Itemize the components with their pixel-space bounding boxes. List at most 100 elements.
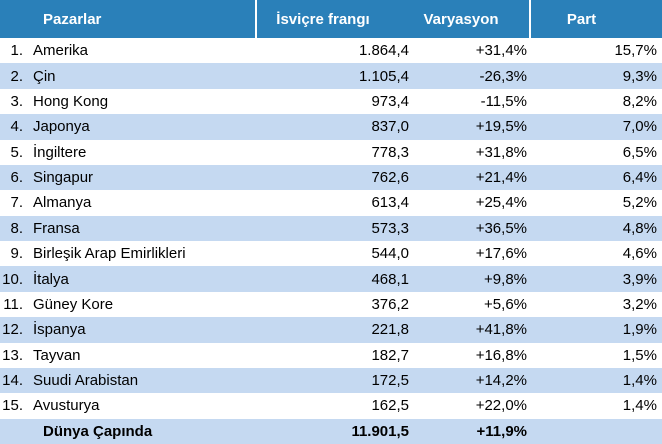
rank-number: 8. xyxy=(10,219,23,237)
rank-number: 14. xyxy=(2,372,23,390)
rank-number: 3. xyxy=(10,92,23,110)
table-row: 6. Singapur 762,6 +21,4% 6,4% xyxy=(0,164,662,191)
chf-value: 221,8 xyxy=(371,321,409,339)
variation-value: -26,3% xyxy=(479,67,527,85)
market-label: Güney Kore xyxy=(33,295,114,313)
share-value: 15,7% xyxy=(614,42,657,60)
table-row: 5. İngiltere 778,3 +31,8% 6,5% xyxy=(0,140,662,165)
share-value: 4,6% xyxy=(622,245,657,263)
market-cell: 6. Singapur xyxy=(0,169,257,186)
column-header-swiss-franc: İsviçre frangı xyxy=(257,0,419,38)
rank-number: 7. xyxy=(10,194,23,212)
market-cell: 14. Suudi Arabistan xyxy=(0,372,257,389)
market-label: Singapur xyxy=(33,169,94,187)
footer-variation-value: +11,9% xyxy=(476,422,527,440)
variation-value: +41,8% xyxy=(475,321,527,339)
share-value: 5,2% xyxy=(622,194,657,212)
chf-value: 1.105,4 xyxy=(358,67,409,85)
table-row: 1. Amerika 1.864,4 +31,4% 15,7% xyxy=(0,38,662,63)
market-cell: 1. Amerika xyxy=(0,42,257,59)
market-label: Japonya xyxy=(33,118,90,136)
share-value: 3,2% xyxy=(622,295,657,313)
chf-value: 544,0 xyxy=(371,245,409,263)
chf-value: 162,5 xyxy=(371,397,409,415)
table-row: 15. Avusturya 162,5 +22,0% 1,4% xyxy=(0,393,662,418)
rank-number: 11. xyxy=(3,295,23,313)
market-cell: 7. Almanya xyxy=(0,194,257,211)
variation-value: +19,5% xyxy=(475,118,527,136)
share-value: 6,4% xyxy=(622,169,657,187)
table-row: 3. Hong Kong 973,4 -11,5% 8,2% xyxy=(0,89,662,114)
share-value: 1,4% xyxy=(622,397,657,415)
market-label: Tayvan xyxy=(33,346,81,364)
market-label: Amerika xyxy=(33,42,89,60)
share-value: 8,2% xyxy=(622,92,657,110)
market-label: Almanya xyxy=(33,194,92,212)
variation-value: +16,8% xyxy=(475,346,527,364)
footer-market-label: Dünya Çapında xyxy=(43,422,153,440)
table-row: 8. Fransa 573,3 +36,5% 4,8% xyxy=(0,215,662,241)
variation-value: +31,4% xyxy=(475,42,527,60)
market-label: Fransa xyxy=(33,219,80,237)
table-row: 10. İtalya 468,1 +9,8% 3,9% xyxy=(0,266,662,292)
variation-value: +21,4% xyxy=(475,169,527,187)
chf-value: 613,4 xyxy=(371,194,409,212)
chf-value: 172,5 xyxy=(371,372,409,390)
market-label: Avusturya xyxy=(33,397,100,415)
market-cell: 3. Hong Kong xyxy=(0,93,257,110)
rank-number: 10. xyxy=(2,270,23,288)
market-cell: 8. Fransa xyxy=(0,220,257,237)
market-label: İngiltere xyxy=(33,143,87,161)
table-row: 12. İspanya 221,8 +41,8% 1,9% xyxy=(0,317,662,343)
rank-number: 2. xyxy=(10,67,23,85)
table-row: 9. Birleşik Arap Emirlikleri 544,0 +17,6% 4,… xyxy=(0,241,662,266)
chf-value: 778,3 xyxy=(371,143,409,161)
market-cell: 13. Tayvan xyxy=(0,347,257,364)
rank-number: 5. xyxy=(10,143,23,161)
market-label: Hong Kong xyxy=(33,92,109,110)
variation-value: +22,0% xyxy=(475,397,527,415)
share-value: 1,9% xyxy=(622,321,657,339)
share-value: 9,3% xyxy=(622,67,657,85)
market-label: İspanya xyxy=(33,321,86,339)
column-header-variation: Varyasyon xyxy=(419,0,531,38)
variation-value: +14,2% xyxy=(475,372,527,390)
chf-value: 573,3 xyxy=(371,219,409,237)
chf-value: 973,4 xyxy=(371,92,409,110)
share-value: 4,8% xyxy=(622,219,657,237)
chf-value: 837,0 xyxy=(371,118,409,136)
column-header-markets: Pazarlar xyxy=(0,0,257,38)
chf-value: 1.864,4 xyxy=(358,42,409,60)
share-value: 1,5% xyxy=(622,346,657,364)
rank-number: 9. xyxy=(10,245,23,263)
variation-value: -11,5% xyxy=(480,92,527,110)
rank-number: 12. xyxy=(2,321,23,339)
table-row: 7. Almanya 613,4 +25,4% 5,2% xyxy=(0,190,662,215)
column-header-variation-label: Varyasyon xyxy=(423,10,499,28)
table-footer-row: Dünya Çapında 11.901,5 +11,9% xyxy=(0,418,662,444)
footer-market-cell: Dünya Çapında xyxy=(0,423,257,440)
table-row: 11. Güney Kore 376,2 +5,6% 3,2% xyxy=(0,292,662,317)
variation-value: +5,6% xyxy=(484,295,527,313)
market-label: İtalya xyxy=(33,270,69,288)
rank-number: 15. xyxy=(2,397,23,415)
chf-value: 376,2 xyxy=(371,295,409,313)
market-cell: 10. İtalya xyxy=(0,271,257,288)
variation-value: +31,8% xyxy=(475,143,527,161)
market-cell: 12. İspanya xyxy=(0,321,257,338)
chf-value: 468,1 xyxy=(371,270,409,288)
share-value: 1,4% xyxy=(622,372,657,390)
market-label: Çin xyxy=(33,67,56,85)
share-value: 3,9% xyxy=(622,270,657,288)
table-row: 13. Tayvan 182,7 +16,8% 1,5% xyxy=(0,343,662,368)
column-header-share: Part xyxy=(531,0,662,38)
table-body: 1. Amerika 1.864,4 +31,4% 15,7% 2. Çin 1.105,4 -… xyxy=(0,38,662,444)
market-label: Suudi Arabistan xyxy=(33,372,139,390)
share-value: 6,5% xyxy=(622,143,657,161)
market-cell: 15. Avusturya xyxy=(0,397,257,414)
market-cell: 2. Çin xyxy=(0,68,257,85)
rank-number: 4. xyxy=(10,118,23,136)
variation-value: +25,4% xyxy=(475,194,527,212)
rank-number: 1. xyxy=(10,42,23,60)
market-label: Birleşik Arap Emirlikleri xyxy=(33,245,186,263)
